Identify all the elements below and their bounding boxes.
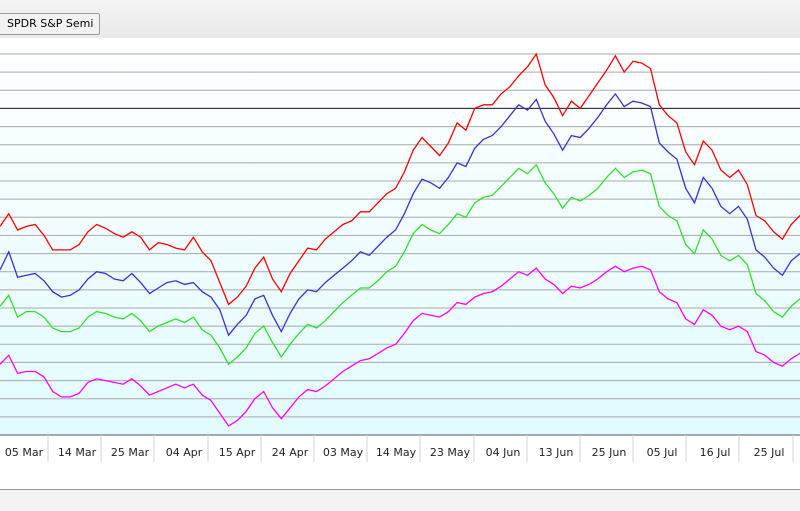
chart-toolbar: SPDR S&P Semi [0, 0, 800, 39]
x-tick-label: 13 Jun [539, 446, 574, 459]
x-tick-label: 04 Apr [166, 446, 203, 459]
x-tick-label: 14 May [376, 446, 417, 459]
series-line-4 [0, 265, 800, 427]
series-group [0, 52, 800, 427]
series-line-2 [0, 92, 800, 337]
x-tick-label: 15 Apr [219, 446, 256, 459]
x-tick-label: 25 Jun [592, 446, 627, 459]
x-tick-label: 25 Mar [111, 446, 150, 459]
plot-background [0, 38, 800, 435]
x-tick-label: 14 Mar [58, 446, 97, 459]
x-tick-label: 05 Mar [5, 446, 44, 459]
security-title-button[interactable]: SPDR S&P Semi [0, 13, 101, 35]
series-line-1 [0, 52, 800, 306]
x-tick-label: 24 Apr [272, 446, 309, 459]
series-line-3 [0, 163, 800, 366]
x-tick-label: 04 Jun [486, 446, 521, 459]
x-tick-label: 16 Jul [700, 446, 731, 459]
x-tick-label: 25 Jul [754, 446, 785, 459]
x-tick-labels: 05 Mar 14 Mar 25 Mar 04 Apr 15 Apr 24 Apr 03 M… [5, 435, 794, 462]
navigator-strip [0, 489, 800, 511]
x-tick-label: 03 May [323, 446, 364, 459]
x-tick-label: 23 May [430, 446, 471, 459]
x-tick-label: 05 Jul [647, 446, 678, 459]
price-line-chart: 05 Mar 14 Mar 25 Mar 04 Apr 15 Apr 24 Apr 03 M… [0, 38, 800, 462]
